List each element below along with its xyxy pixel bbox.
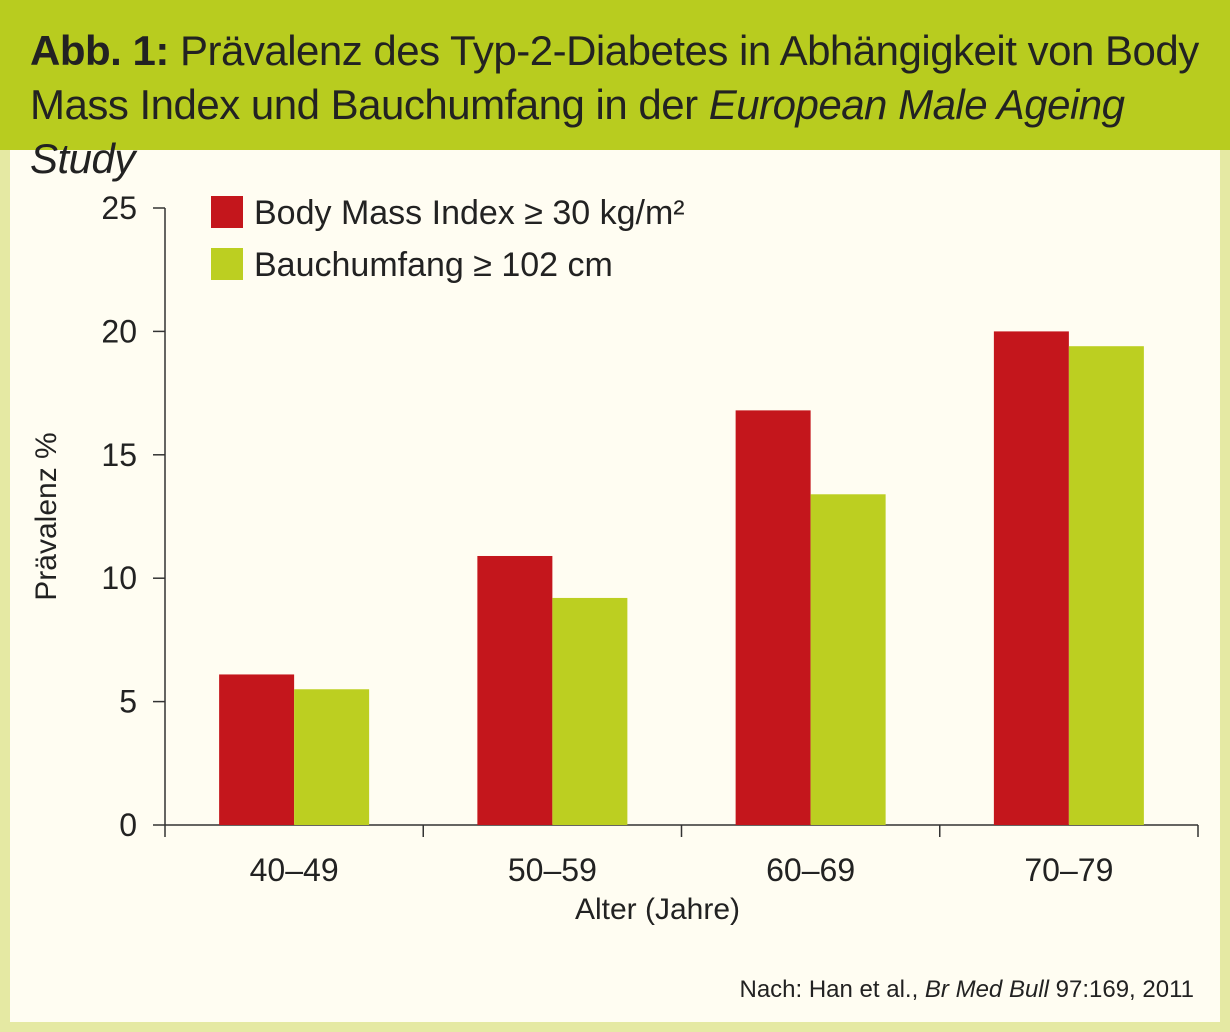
y-tick-label: 0 [119, 807, 137, 843]
y-tick-label: 20 [101, 313, 137, 349]
bar-bmi [993, 331, 1069, 825]
source-note: Nach: Han et al., Br Med Bull 97:169, 20… [739, 976, 1194, 1004]
legend-swatch-bmi [211, 196, 243, 228]
bar-waist [810, 494, 886, 825]
x-tick-label: 40–49 [250, 852, 339, 888]
bar-waist [294, 689, 370, 825]
legend-swatch-waist [211, 248, 243, 280]
y-tick-label: 5 [119, 684, 137, 720]
chart-axes: 0 5 10 15 20 25 Prävalenz % 40–49 50–59 60–69 70–7… [30, 190, 1199, 926]
y-tick-label: 10 [101, 560, 137, 596]
source-prefix: Nach: Han et al., [739, 976, 919, 1003]
figure-title: Prävalenz des Typ-2-Diabetes in Abhängig… [30, 27, 1199, 128]
x-tick-label: 50–59 [508, 852, 597, 888]
bar-waist [1068, 346, 1144, 825]
y-tick-label: 25 [101, 190, 137, 226]
x-axis-label: Alter (Jahre) [575, 893, 740, 926]
legend-label-waist: Bauchumfang ≥ 102 cm [254, 246, 613, 284]
figure-header: Abb. 1: Prävalenz des Typ-2-Diabetes in … [0, 0, 1230, 182]
chart-bars [219, 331, 1144, 825]
bar-waist [552, 597, 628, 825]
bar-bmi [477, 555, 553, 825]
y-axis-label: Prävalenz % [30, 432, 63, 600]
figure-title-italic: European Male Ageing Study [30, 81, 1125, 182]
figure-label: Abb. 1: [30, 27, 169, 74]
legend-label-bmi: Body Mass Index ≥ 30 kg/m² [254, 194, 685, 232]
chart-legend: Body Mass Index ≥ 30 kg/m² Bauchumfang ≥ … [211, 194, 685, 284]
y-tick-label: 15 [101, 437, 137, 473]
bar-bmi [735, 410, 811, 825]
bar-bmi [219, 674, 295, 825]
x-tick-label: 60–69 [766, 852, 855, 888]
x-tick-label: 70–79 [1024, 852, 1113, 888]
source-journal: Br Med Bull [924, 976, 1049, 1003]
source-suffix: 97:169, 2011 [1055, 976, 1194, 1003]
